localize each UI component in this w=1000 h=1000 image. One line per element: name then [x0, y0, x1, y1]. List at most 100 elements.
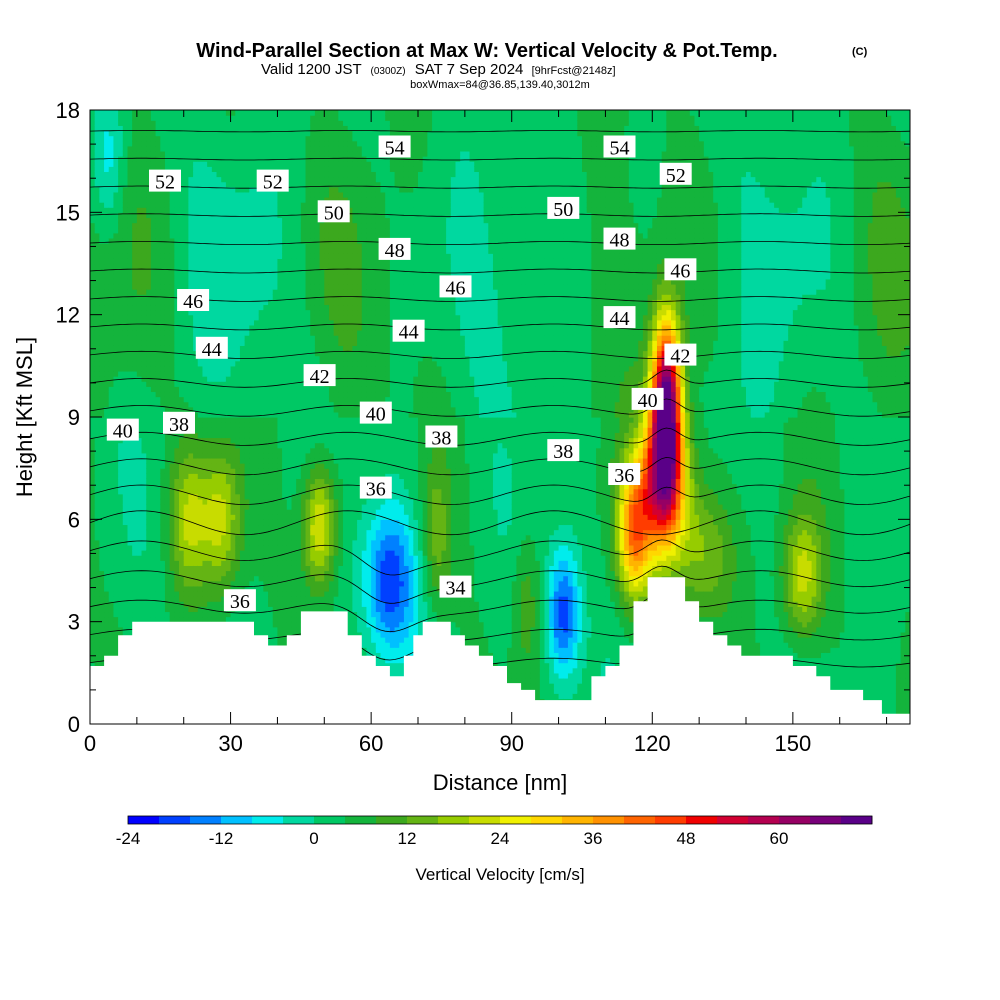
colorbar-swatch	[407, 816, 439, 824]
colorbar-swatch	[159, 816, 191, 824]
theta-contour	[90, 398, 910, 417]
y-tick-label: 12	[56, 303, 80, 328]
y-tick-label: 6	[68, 507, 80, 532]
colorbar-swatch	[562, 816, 594, 824]
colorbar-tick-label: 24	[491, 829, 510, 848]
colorbar-swatch	[376, 816, 408, 824]
contour-label: 46	[439, 275, 472, 299]
theta-contour	[90, 103, 910, 104]
contour-label: 52	[149, 169, 181, 194]
colorbar-swatch	[748, 816, 780, 824]
theta-contour	[90, 268, 910, 274]
y-tick-label: 3	[68, 610, 80, 635]
colorbar-swatch	[500, 816, 532, 824]
colorbar-tick-label: -24	[116, 829, 141, 848]
colorbar-swatch	[128, 816, 160, 824]
colorbar-swatch	[190, 816, 222, 824]
colorbar-swatch	[841, 816, 873, 824]
contour-label: 50	[547, 196, 580, 221]
theta-contour	[90, 539, 910, 576]
colorbar-swatch	[593, 816, 625, 824]
colorbar-tick-label: 12	[398, 829, 417, 848]
theta-contour	[90, 484, 910, 505]
colorbar-swatch	[717, 816, 749, 824]
theta-contour	[90, 213, 910, 217]
contour-label: 48	[603, 227, 636, 252]
y-axis-label: Height [Kft MSL]	[12, 337, 37, 497]
contour-label: 44	[603, 306, 636, 330]
theta-contour	[90, 185, 910, 189]
theta-contour	[90, 241, 910, 245]
colorbar-swatch	[469, 816, 501, 824]
contour-label: 40	[631, 387, 664, 412]
x-tick-label: 0	[84, 731, 96, 756]
vertical-velocity-field	[90, 110, 910, 724]
contour-label: 42	[303, 364, 336, 388]
theta-contour	[90, 456, 910, 476]
valid-time: Valid 1200 JST (0300Z) SAT 7 Sep 2024 [9…	[261, 61, 616, 78]
colorbar-swatch	[221, 816, 253, 824]
theta-contour	[90, 130, 910, 133]
contour-label: 54	[378, 135, 411, 160]
contour-label: 52	[256, 169, 289, 194]
colorbar-tick-label: 36	[584, 829, 603, 848]
colorbar-swatch	[283, 816, 315, 824]
x-axis-ticks: 0 30 60 90 120 150	[84, 110, 888, 756]
theta-contour	[90, 296, 910, 302]
contour-label: 46	[177, 289, 210, 313]
colorbar-swatch	[531, 816, 563, 824]
theta-contour	[90, 510, 910, 536]
chart-title: Wind-Parallel Section at Max W: Vertical…	[196, 40, 777, 62]
contour-label: 44	[195, 336, 228, 361]
colorbar-tick-label: 48	[677, 829, 696, 848]
theta-contour	[90, 323, 910, 331]
colorbar-swatch	[314, 816, 346, 824]
y-tick-label: 0	[68, 712, 80, 737]
colorbar-swatch	[345, 816, 377, 824]
x-tick-label: 150	[774, 731, 811, 756]
colorbar-tick-label: -12	[209, 829, 234, 848]
colorbar-swatch	[624, 816, 656, 824]
contour-label: 36	[359, 476, 392, 501]
colorbar-swatch	[779, 816, 811, 824]
contour-label: 38	[547, 439, 580, 463]
x-tick-label: 30	[218, 731, 242, 756]
x-axis-label: Distance [nm]	[433, 770, 568, 795]
contour-label: 36	[608, 463, 641, 487]
x-tick-label: 90	[499, 731, 523, 756]
x-tick-label: 120	[634, 731, 671, 756]
copyright-mark: (C)	[852, 46, 868, 58]
colorbar-tick-label: 0	[309, 829, 318, 848]
contour-label: 50	[317, 200, 350, 224]
y-tick-label: 15	[56, 200, 80, 225]
contour-label: 48	[378, 237, 411, 262]
valid-date: SAT 7 Sep 2024	[415, 61, 524, 78]
colorbar-label: Vertical Velocity [cm/s]	[415, 865, 584, 884]
valid-zulu: (0300Z)	[371, 66, 406, 77]
valid-prefix: Valid 1200 JST	[261, 61, 361, 78]
theta-contour	[90, 427, 910, 446]
colorbar-swatch	[252, 816, 284, 824]
contour-label: 44	[392, 319, 425, 344]
contour-label: 38	[425, 425, 458, 450]
colorbar-swatch	[810, 816, 842, 824]
colorbar: -24 -12 0 12 24 36 48 60	[116, 815, 873, 848]
contour-label: 52	[659, 162, 692, 187]
contour-label: 38	[163, 411, 195, 436]
contour-label: 36	[223, 589, 256, 613]
contour-label: 54	[603, 135, 636, 160]
contour-label: 42	[664, 343, 697, 368]
theta-contour	[90, 565, 910, 604]
colorbar-swatch	[655, 816, 687, 824]
colorbar-tick-label: 60	[770, 829, 789, 848]
y-tick-label: 9	[68, 405, 80, 430]
y-tick-label: 18	[56, 98, 80, 123]
colorbar-swatch	[438, 816, 470, 824]
theta-contour	[90, 369, 910, 388]
contour-label: 34	[439, 575, 472, 600]
x-tick-label: 60	[359, 731, 383, 756]
terrain-mask	[90, 577, 910, 724]
contour-label: 40	[359, 401, 392, 426]
